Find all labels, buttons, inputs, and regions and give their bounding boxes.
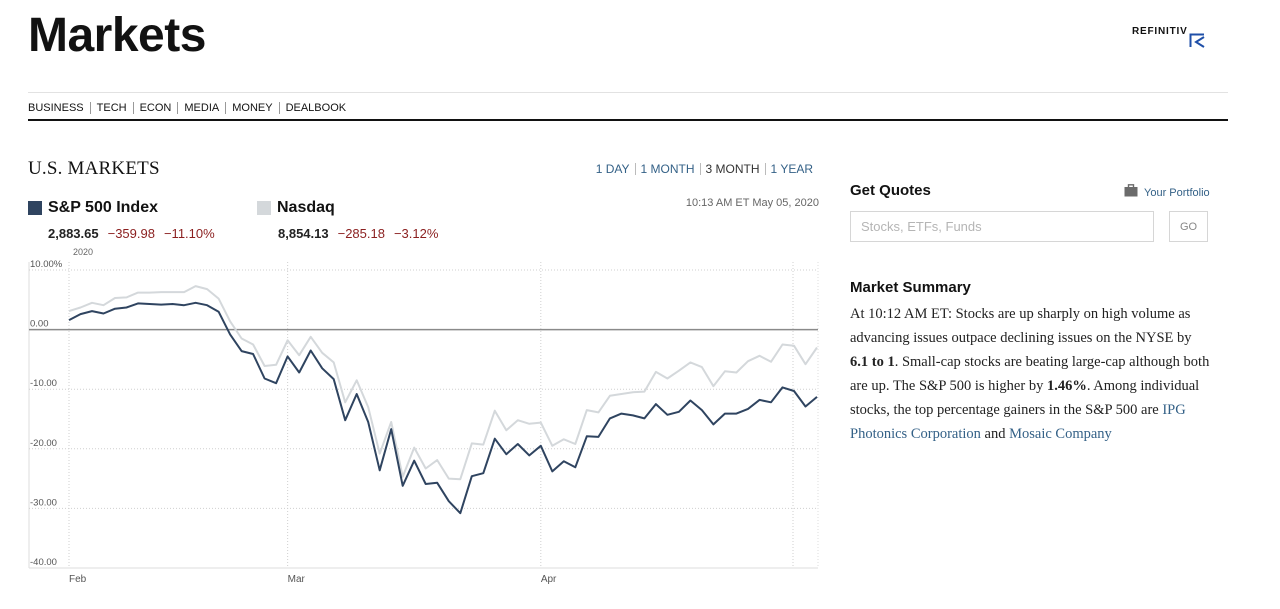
nasdaq-price: 8,854.13 [278,226,329,241]
y-tick-label: 10.00% [30,259,63,270]
sp500-swatch [28,201,42,215]
nasdaq-pct: −3.12% [393,226,439,241]
sp500-name: S&P 500 Index [48,199,158,216]
nav-divider [28,119,1228,121]
summary-pct: 1.46% [1046,378,1087,394]
nav-business[interactable]: BUSINESS [28,102,84,114]
get-quotes-title: Get Quotes [850,182,931,199]
x-tick-label: Apr [541,574,557,585]
summary-text-3: . Among individual stocks, the top perce… [850,378,1200,418]
y-tick-label: 0.00 [30,319,49,330]
mosaic-company-link[interactable]: Mosaic Company [1009,426,1112,442]
y-tick-label: -10.00 [30,378,57,389]
nav-media[interactable]: MEDIA [177,102,225,114]
x-tick-label: Feb [69,574,87,585]
quote-search-input[interactable] [850,211,1154,242]
nasdaq-quote: 8,854.13 −285.18 −3.12% [278,226,447,241]
legend-sp500[interactable]: S&P 500 Index [28,199,158,217]
y-tick-label: -20.00 [30,438,57,449]
nasdaq-name: Nasdaq [277,199,335,216]
nasdaq-change: −285.18 [337,226,385,241]
nasdaq-swatch [257,201,271,215]
market-summary-text: At 10:12 AM ET: Stocks are up sharply on… [850,302,1210,446]
range-selector: 1 DAY 1 MONTH 3 MONTH 1 YEAR [591,163,818,175]
summary-ratio: 6.1 to 1 [850,354,895,370]
x-tick-label: Mar [288,574,306,585]
summary-text-1: At 10:12 AM ET: Stocks are up sharply on… [850,306,1192,346]
header-divider [28,92,1228,93]
briefcase-icon [1124,183,1138,196]
page-title: Markets [28,9,206,62]
nav-econ[interactable]: ECON [132,102,178,114]
section-nav: BUSINESS TECH ECON MEDIA MONEY DEALBOOK [28,102,352,114]
range-3-month[interactable]: 3 MONTH [699,163,765,175]
market-summary-title: Market Summary [850,279,971,296]
sp500-series-line [68,301,818,515]
portfolio-link[interactable]: Your Portfolio [1124,181,1210,199]
timestamp: 10:13 AM ET May 05, 2020 [685,197,819,209]
y-tick-label: -40.00 [30,557,57,568]
legend-nasdaq[interactable]: Nasdaq [257,199,335,217]
nav-money[interactable]: MONEY [225,102,278,114]
nav-dealbook[interactable]: DEALBOOK [278,102,353,114]
sp500-quote: 2,883.65 −359.98 −11.10% [48,226,224,241]
range-1-year[interactable]: 1 YEAR [764,163,818,175]
ipg-photonics-link[interactable]: IPG Photonics Corporation [850,402,1186,442]
summary-text-2: . Small-cap stocks are beating large-cap… [850,354,1210,394]
portfolio-label: Your Portfolio [1144,187,1210,199]
logo-text: REFINITIV [1132,26,1188,37]
nav-tech[interactable]: TECH [89,102,133,114]
market-chart[interactable]: 2020 10.00% 0.00 -10.00 -20.00 -30.00 -40.00 Fe… [28,245,822,590]
range-1-month[interactable]: 1 MONTH [634,163,700,175]
nasdaq-series-line [68,285,818,481]
summary-text-4: and [980,426,1010,442]
refinitiv-logo[interactable]: REFINITIV [1132,26,1206,48]
year-label: 2020 [73,247,93,257]
sp500-price: 2,883.65 [48,226,99,241]
refinitiv-mark-icon [1189,33,1205,48]
sp500-change: −359.98 [107,226,155,241]
section-title: U.S. MARKETS [28,158,160,179]
go-button[interactable]: GO [1169,211,1208,242]
sp500-pct: −11.10% [163,226,215,241]
y-tick-label: -30.00 [30,497,57,508]
range-1-day[interactable]: 1 DAY [595,162,630,176]
